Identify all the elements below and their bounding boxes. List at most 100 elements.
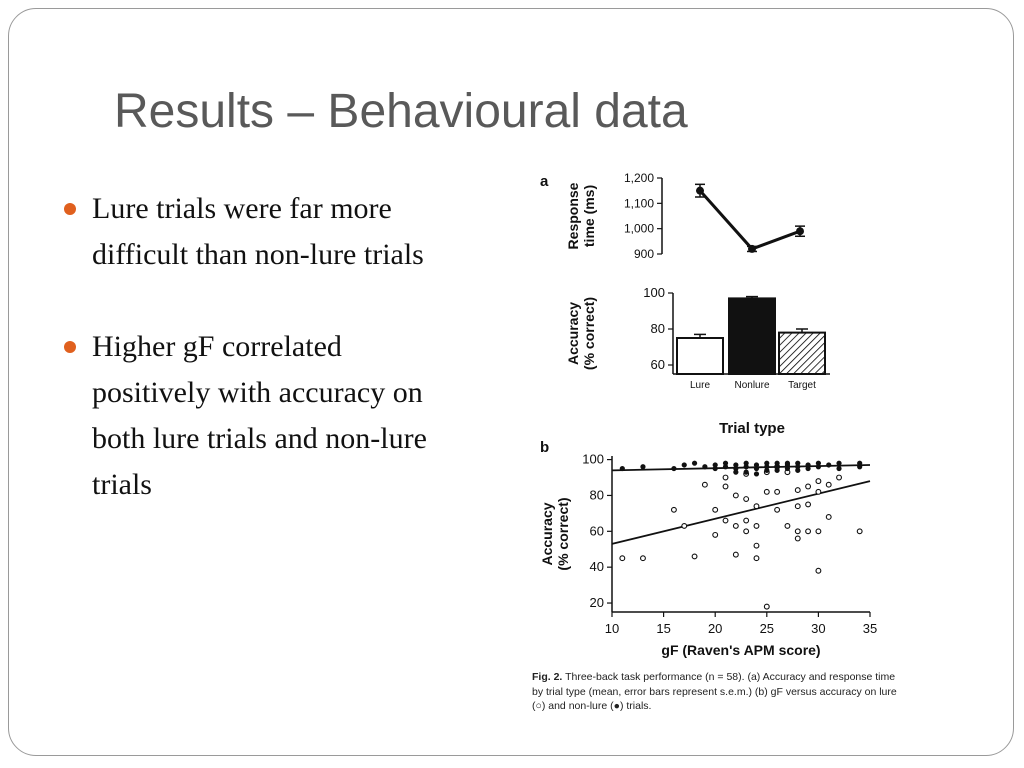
lure-data-point (825, 514, 832, 520)
rt-data-point (696, 186, 704, 195)
bullet-item: Lure trials were far more difficult than… (62, 186, 462, 278)
lure-data-point (825, 481, 832, 488)
nonlure-data-point (764, 467, 770, 473)
nonlure-data-point (774, 464, 780, 470)
nonlure-data-point (753, 462, 760, 468)
nonlure-data-point (784, 465, 791, 472)
lure-data-point (732, 522, 739, 529)
scatter-y-axis-label: Accuracy(% correct) (539, 497, 571, 570)
scatter-y-tick-label: 60 (590, 523, 604, 538)
lure-data-point (815, 478, 822, 485)
lure-data-point (753, 522, 760, 529)
lure-data-point (763, 603, 770, 610)
nonlure-data-point (753, 471, 760, 477)
lure-data-point (815, 528, 822, 535)
nonlure-data-point (857, 460, 863, 466)
lure-data-point (794, 535, 801, 542)
nonlure-data-point (753, 465, 760, 472)
rt-y-tick-label: 1,000 (624, 222, 654, 236)
slide-title: Results – Behavioural data (114, 85, 688, 138)
nonlure-data-point (805, 462, 811, 468)
lure-data-point (722, 483, 729, 490)
lure-data-point (670, 506, 677, 513)
nonlure-data-point (774, 467, 780, 473)
lure-data-point (753, 555, 760, 562)
nonlure-data-point (795, 464, 801, 470)
scatter-y-tick-label: 100 (582, 452, 604, 467)
nonlure-data-point (805, 465, 811, 472)
rt-y-tick-label: 1,100 (624, 196, 654, 210)
nonlure-data-point (671, 465, 677, 472)
nonlure-data-point (619, 465, 625, 472)
nonlure-data-point (681, 462, 687, 468)
nonlure-data-point (836, 460, 842, 466)
lure-data-point (691, 553, 698, 560)
bullet-item: Higher gF correlated positively with acc… (62, 324, 462, 508)
lure-data-point (712, 506, 719, 513)
rt-y-tick-label: 1,200 (624, 171, 654, 185)
lure-data-point (794, 487, 801, 494)
scatter-x-tick-label: 35 (863, 621, 877, 636)
acc-bar (778, 331, 826, 376)
scatter-x-tick-label: 25 (760, 621, 774, 636)
scatter-x-axis-label: gF (Raven's APM score) (661, 642, 820, 658)
lure-data-point (805, 483, 812, 490)
nonlure-data-point (733, 465, 739, 472)
figure-caption: Fig. 2. Three-back task performance (n =… (532, 670, 902, 714)
acc-y-tick-label: 80 (651, 321, 665, 336)
scatter-y-tick-label: 80 (590, 487, 604, 502)
caption-text: Three-back task performance (n = 58). (a… (532, 671, 897, 712)
nonlure-data-point (826, 462, 832, 468)
nonlure-data-point (733, 462, 739, 468)
regression-line (611, 480, 871, 545)
trial-type-title: Trial type (719, 420, 785, 437)
scatter-y-tick-label: 20 (590, 595, 604, 610)
lure-data-point (753, 542, 760, 549)
scatter-x-tick-label: 15 (656, 621, 670, 636)
acc-y-axis-label: Accuracy(% correct) (565, 297, 597, 370)
slide-frame (8, 8, 1014, 756)
nonlure-data-point (712, 465, 718, 472)
nonlure-data-point (795, 467, 801, 473)
lure-data-point (743, 528, 750, 535)
lure-data-point (722, 517, 729, 524)
lure-data-point (701, 481, 708, 488)
lure-data-point (815, 488, 822, 495)
panel-a-label: a (540, 173, 549, 190)
lure-data-point (774, 488, 781, 495)
nonlure-data-point (712, 462, 718, 468)
nonlure-data-point (640, 464, 646, 470)
nonlure-data-point (743, 460, 749, 466)
bullet-dot-icon (64, 203, 76, 215)
rt-y-axis-label: Responsetime (ms) (565, 182, 597, 249)
panel-b-label: b (540, 439, 549, 456)
acc-y-tick-label: 60 (651, 357, 665, 372)
lure-data-point (815, 567, 822, 574)
lure-data-point (681, 522, 688, 529)
scatter-x-tick-label: 30 (811, 621, 825, 636)
nonlure-data-point (764, 460, 770, 466)
nonlure-data-point (857, 464, 863, 470)
acc-y-tick-label: 100 (643, 285, 665, 300)
nonlure-data-point (743, 464, 749, 470)
lure-data-point (805, 528, 812, 535)
bullet-list: Lure trials were far more difficult than… (62, 186, 462, 508)
lure-data-point (784, 522, 791, 529)
lure-data-point (763, 488, 770, 495)
lure-data-point (732, 492, 739, 499)
rt-series-line (698, 189, 801, 251)
nonlure-data-point (815, 460, 822, 466)
scatter-x-tick-label: 20 (708, 621, 722, 636)
nonlure-data-point (743, 469, 749, 475)
bullet-dot-icon (64, 341, 76, 353)
caption-label: Fig. 2. (532, 671, 563, 683)
lure-data-point (805, 501, 812, 508)
regression-line (611, 464, 871, 472)
nonlure-data-point (774, 460, 780, 466)
nonlure-data-point (691, 460, 698, 466)
rt-data-point (796, 227, 804, 236)
acc-bar (676, 337, 724, 375)
nonlure-data-point (722, 464, 729, 470)
lure-data-point (794, 528, 801, 535)
